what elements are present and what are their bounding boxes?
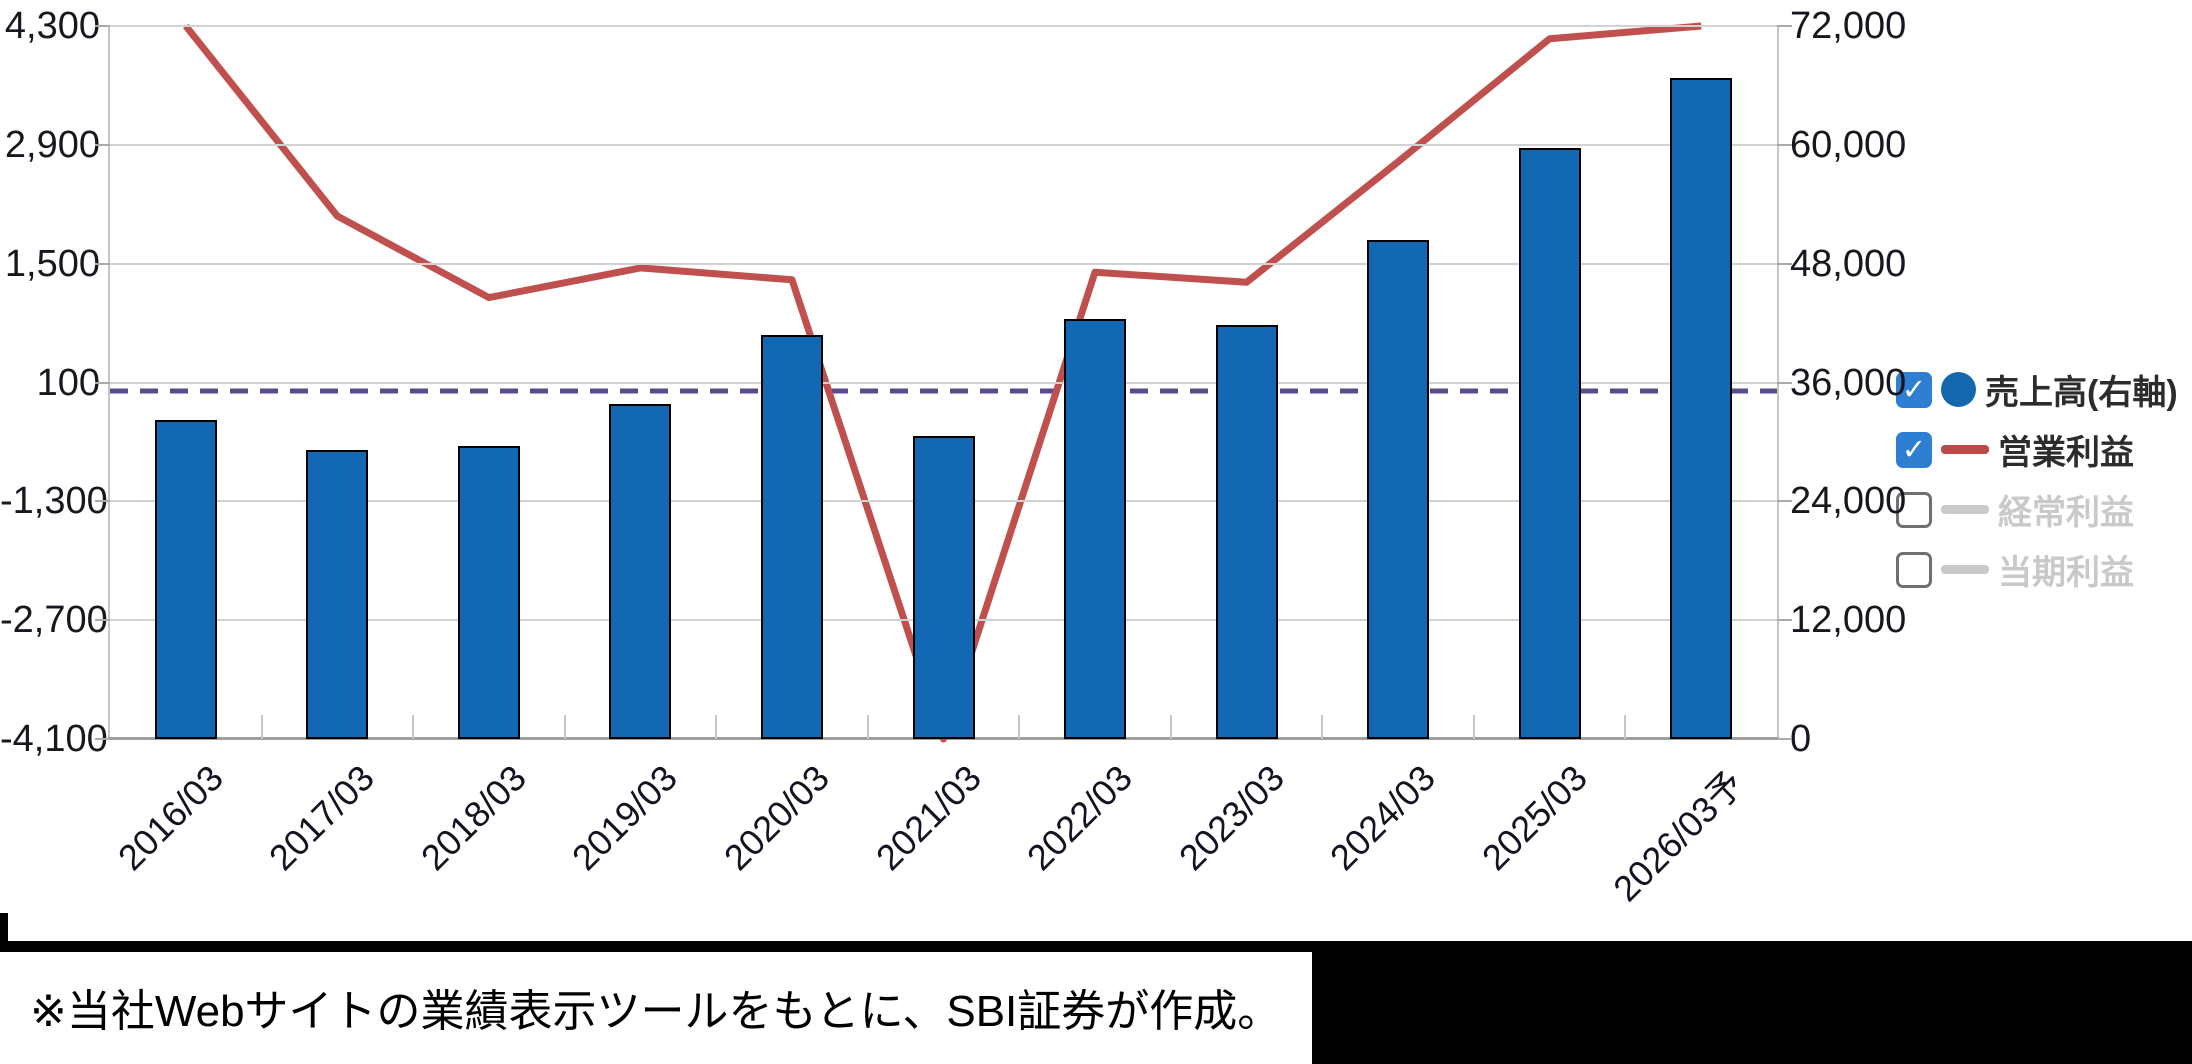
redaction-box bbox=[1312, 941, 2192, 1064]
y-axis-left-tick-label: 4,300 bbox=[4, 5, 100, 47]
axis-tick bbox=[1777, 262, 1792, 265]
legend-item-経常利益[interactable]: 経常利益 bbox=[1896, 488, 2178, 532]
x-axis-tick bbox=[866, 715, 869, 739]
axis-tick bbox=[95, 619, 110, 622]
y-axis-left-tick-label: -1,300 bbox=[0, 480, 108, 523]
legend-item-売上高(右軸)[interactable]: ✓ 売上高(右軸) bbox=[1896, 368, 2178, 412]
legend: ✓ 売上高(右軸) ✓ 営業利益経常利益当期利益 bbox=[1896, 368, 2178, 592]
gridline bbox=[110, 143, 1777, 146]
x-axis-tick bbox=[1018, 715, 1021, 739]
revenue-bar-2025/03 bbox=[1518, 147, 1581, 739]
chart-plot-area bbox=[108, 22, 1779, 743]
gridline bbox=[110, 381, 1777, 384]
x-axis-tick bbox=[563, 715, 566, 739]
x-axis-label-2016/03: 2016/03 bbox=[109, 757, 231, 879]
gridline bbox=[110, 25, 1777, 27]
x-axis-tick bbox=[412, 715, 415, 739]
gridline bbox=[110, 262, 1777, 265]
legend-marker-line-icon bbox=[1941, 565, 1989, 574]
x-axis-label-2022/03: 2022/03 bbox=[1019, 757, 1141, 879]
revenue-bar-2016/03 bbox=[154, 420, 217, 739]
axis-tick bbox=[95, 143, 110, 146]
axis-tick bbox=[95, 262, 110, 265]
revenue-bar-2023/03 bbox=[1215, 325, 1278, 739]
x-axis-label-2019/03: 2019/03 bbox=[564, 757, 686, 879]
axis-tick bbox=[95, 381, 110, 384]
x-axis-tick bbox=[715, 715, 718, 739]
y-axis-left-tick-label: 2,900 bbox=[4, 123, 100, 166]
y-axis-right-tick-label: 60,000 bbox=[1790, 123, 1907, 166]
x-axis-tick bbox=[1472, 715, 1475, 739]
y-axis-left-tick-label: 1,500 bbox=[4, 242, 100, 285]
revenue-bar-2024/03 bbox=[1367, 239, 1430, 739]
revenue-bar-2020/03 bbox=[760, 334, 823, 739]
axis-tick bbox=[95, 738, 110, 740]
y-axis-left-tick-label: 100 bbox=[36, 361, 100, 404]
axis-tick bbox=[95, 25, 110, 27]
x-axis-label-2025/03: 2025/03 bbox=[1473, 757, 1595, 879]
x-axis-label-2023/03: 2023/03 bbox=[1170, 757, 1292, 879]
footer-left-border bbox=[0, 913, 8, 952]
footer-divider bbox=[0, 941, 1318, 952]
y-axis-right-tick-label: 36,000 bbox=[1790, 361, 1907, 404]
unchecked-checkbox-icon[interactable] bbox=[1896, 491, 1932, 528]
axis-tick bbox=[1777, 619, 1792, 622]
revenue-bar-2022/03 bbox=[1064, 319, 1127, 739]
legend-label: 売上高(右軸) bbox=[1985, 374, 2178, 412]
legend-marker-line-icon bbox=[1941, 445, 1989, 454]
axis-tick bbox=[1777, 381, 1792, 384]
x-axis-tick bbox=[1624, 715, 1627, 739]
x-axis-label-2021/03: 2021/03 bbox=[867, 757, 989, 879]
x-axis-label-2020/03: 2020/03 bbox=[715, 757, 837, 879]
x-axis-label-2018/03: 2018/03 bbox=[412, 757, 534, 879]
y-axis-right-tick-label: 24,000 bbox=[1790, 480, 1907, 523]
x-axis-label-2017/03: 2017/03 bbox=[261, 757, 383, 879]
revenue-bar-2017/03 bbox=[306, 449, 369, 739]
x-axis-label-2024/03: 2024/03 bbox=[1322, 757, 1444, 879]
axis-tick bbox=[1777, 143, 1792, 146]
axis-tick bbox=[1777, 500, 1792, 503]
checked-checkbox-icon[interactable]: ✓ bbox=[1896, 431, 1932, 468]
revenue-bar-2026/03予 bbox=[1670, 78, 1733, 739]
x-axis-tick bbox=[260, 715, 263, 739]
legend-item-当期利益[interactable]: 当期利益 bbox=[1896, 548, 2178, 592]
legend-marker-line-icon bbox=[1941, 505, 1989, 514]
revenue-bar-2018/03 bbox=[457, 445, 520, 739]
y-axis-right-tick-label: 12,000 bbox=[1790, 599, 1907, 642]
legend-label: 当期利益 bbox=[1998, 554, 2134, 592]
y-axis-left-tick-label: -2,700 bbox=[0, 599, 108, 642]
x-axis-label-2026/03予: 2026/03予 bbox=[1605, 762, 1752, 910]
y-axis-left-tick-label: -4,100 bbox=[0, 718, 108, 760]
checked-checkbox-icon[interactable]: ✓ bbox=[1896, 371, 1932, 408]
operating-profit-line bbox=[183, 22, 1702, 743]
revenue-bar-2019/03 bbox=[609, 404, 672, 739]
x-axis-tick bbox=[1321, 715, 1324, 739]
legend-label: 経常利益 bbox=[1998, 494, 2134, 532]
y-axis-right-tick-label: 48,000 bbox=[1790, 242, 1907, 285]
unchecked-checkbox-icon[interactable] bbox=[1896, 551, 1932, 588]
axis-tick bbox=[95, 500, 110, 503]
legend-marker-circle-icon bbox=[1941, 372, 1976, 407]
series-layer bbox=[110, 22, 1777, 743]
revenue-bar-2021/03 bbox=[912, 435, 975, 739]
y-axis-right-tick-label: 72,000 bbox=[1790, 5, 1907, 47]
legend-label: 営業利益 bbox=[1998, 434, 2134, 472]
legend-item-営業利益[interactable]: ✓ 営業利益 bbox=[1896, 428, 2178, 472]
axis-tick bbox=[1777, 738, 1792, 740]
y-axis-right-tick-label: 0 bbox=[1790, 718, 1812, 760]
axis-tick bbox=[1777, 25, 1792, 27]
footer-note: ※当社Webサイトの業績表示ツールをもとに、SBI証券が作成。 bbox=[30, 987, 1282, 1036]
x-axis-tick bbox=[1169, 715, 1172, 739]
